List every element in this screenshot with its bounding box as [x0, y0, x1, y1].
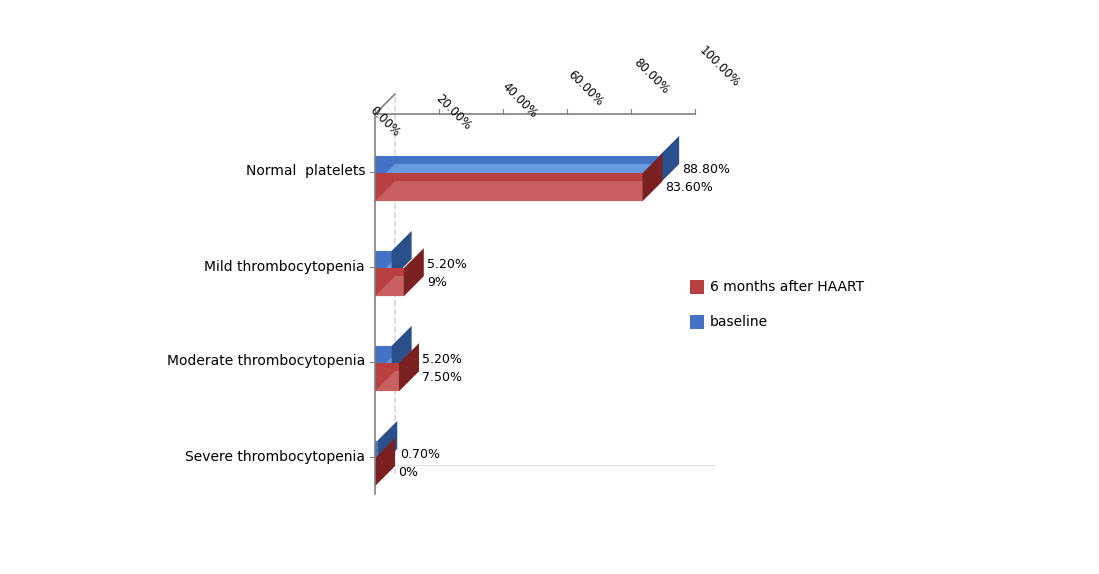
Text: 6 months after HAART: 6 months after HAART: [710, 280, 864, 294]
Text: Normal  platelets: Normal platelets: [245, 165, 365, 179]
Polygon shape: [375, 354, 412, 374]
Polygon shape: [375, 438, 395, 486]
Bar: [375, 363, 399, 391]
Polygon shape: [391, 231, 412, 279]
Polygon shape: [375, 449, 397, 469]
Text: 80.00%: 80.00%: [631, 56, 671, 96]
Text: Moderate thrombocytopenia: Moderate thrombocytopenia: [167, 355, 365, 369]
Text: 40.00%: 40.00%: [499, 80, 540, 121]
Polygon shape: [399, 343, 419, 391]
Text: Mild thrombocytopenia: Mild thrombocytopenia: [204, 259, 365, 273]
Bar: [690, 315, 704, 329]
Polygon shape: [375, 276, 424, 296]
Text: 5.20%: 5.20%: [422, 354, 462, 366]
Polygon shape: [375, 259, 412, 279]
Text: 5.20%: 5.20%: [426, 258, 467, 272]
Text: 83.60%: 83.60%: [666, 181, 713, 193]
Text: Severe thrombocytopenia: Severe thrombocytopenia: [185, 449, 365, 463]
Polygon shape: [375, 164, 679, 184]
Polygon shape: [375, 371, 419, 391]
Text: 60.00%: 60.00%: [565, 68, 606, 108]
Bar: [375, 156, 659, 184]
Bar: [375, 441, 377, 469]
Bar: [375, 268, 403, 296]
Bar: [375, 173, 643, 201]
Text: baseline: baseline: [710, 315, 768, 329]
Text: 20.00%: 20.00%: [433, 92, 474, 133]
Text: 0.70%: 0.70%: [400, 448, 441, 461]
Text: 88.80%: 88.80%: [682, 164, 730, 176]
Text: 100.00%: 100.00%: [697, 44, 743, 90]
Polygon shape: [377, 421, 397, 469]
Text: 9%: 9%: [426, 276, 446, 289]
Polygon shape: [391, 326, 412, 374]
Text: 7.50%: 7.50%: [422, 371, 462, 383]
Bar: [690, 280, 704, 294]
Text: 0.00%: 0.00%: [367, 104, 402, 139]
Text: 0%: 0%: [398, 466, 418, 479]
Polygon shape: [375, 466, 395, 486]
Polygon shape: [375, 181, 663, 201]
Bar: [375, 346, 391, 374]
Bar: [375, 251, 391, 279]
Polygon shape: [403, 248, 424, 296]
Polygon shape: [659, 136, 679, 184]
Polygon shape: [643, 153, 663, 201]
